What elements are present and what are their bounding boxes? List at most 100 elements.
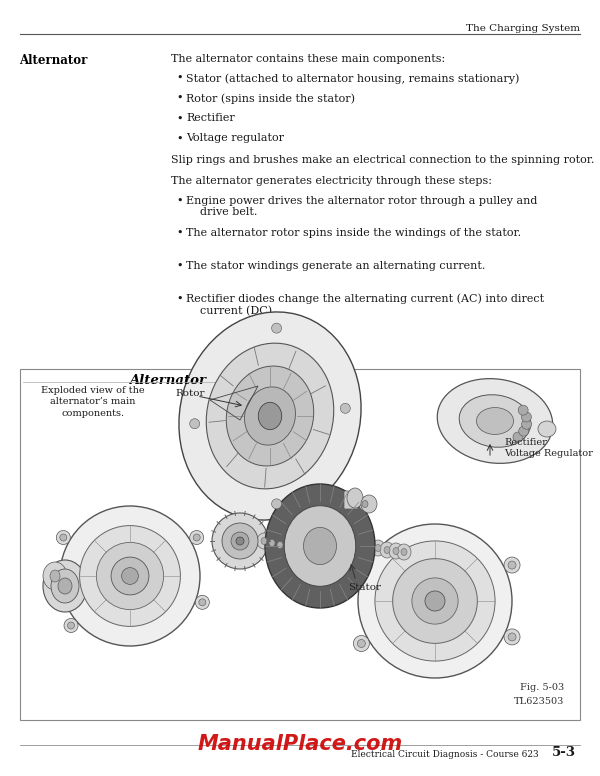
Ellipse shape — [412, 578, 458, 624]
Ellipse shape — [521, 412, 532, 422]
Ellipse shape — [269, 539, 275, 546]
Ellipse shape — [277, 542, 283, 549]
Text: •: • — [177, 196, 183, 206]
Ellipse shape — [68, 622, 74, 629]
Text: •: • — [177, 73, 183, 83]
Ellipse shape — [282, 539, 296, 555]
Ellipse shape — [521, 419, 532, 429]
Ellipse shape — [43, 562, 67, 590]
Ellipse shape — [272, 323, 281, 333]
Ellipse shape — [508, 561, 516, 569]
Text: Alternator: Alternator — [19, 54, 87, 68]
Ellipse shape — [259, 402, 282, 430]
Ellipse shape — [222, 523, 258, 559]
Ellipse shape — [273, 537, 287, 553]
Ellipse shape — [43, 560, 87, 612]
Ellipse shape — [350, 557, 366, 573]
Text: •: • — [177, 293, 183, 303]
Ellipse shape — [97, 542, 164, 610]
Ellipse shape — [401, 549, 407, 556]
Ellipse shape — [272, 499, 281, 509]
Ellipse shape — [206, 343, 334, 489]
Ellipse shape — [122, 567, 139, 584]
Text: •: • — [177, 133, 183, 144]
Text: ManualPlace.com: ManualPlace.com — [198, 734, 403, 754]
Ellipse shape — [111, 557, 149, 595]
Text: Fig. 5-03: Fig. 5-03 — [520, 683, 564, 692]
Ellipse shape — [375, 541, 495, 661]
Ellipse shape — [199, 599, 206, 606]
Ellipse shape — [393, 548, 399, 555]
Ellipse shape — [362, 501, 368, 508]
Text: Stator (attached to alternator housing, remains stationary): Stator (attached to alternator housing, … — [186, 73, 520, 84]
Text: Rotor (spins inside the stator): Rotor (spins inside the stator) — [186, 93, 355, 104]
Ellipse shape — [513, 432, 523, 442]
Ellipse shape — [80, 525, 181, 626]
Ellipse shape — [518, 426, 529, 436]
Text: 5-3: 5-3 — [552, 746, 576, 759]
Ellipse shape — [60, 534, 67, 541]
Text: Rotor: Rotor — [176, 389, 205, 397]
Ellipse shape — [257, 533, 271, 549]
Ellipse shape — [384, 546, 390, 553]
Ellipse shape — [196, 595, 209, 609]
Ellipse shape — [340, 404, 350, 414]
Ellipse shape — [392, 559, 478, 643]
Text: Exploded view of the
alternator’s main
components.: Exploded view of the alternator’s main c… — [41, 386, 145, 418]
Ellipse shape — [358, 524, 512, 678]
Ellipse shape — [291, 540, 305, 556]
Ellipse shape — [284, 506, 356, 587]
Text: TL623503: TL623503 — [514, 697, 564, 706]
Text: Electrical Circuit Diagnosis - Course 623: Electrical Circuit Diagnosis - Course 62… — [351, 750, 539, 759]
Text: •: • — [177, 261, 183, 271]
Text: The alternator generates electricity through these steps:: The alternator generates electricity thr… — [171, 176, 492, 186]
Ellipse shape — [375, 545, 381, 552]
Text: Stator: Stator — [348, 583, 381, 592]
Ellipse shape — [261, 538, 267, 545]
Ellipse shape — [265, 484, 375, 608]
Ellipse shape — [190, 531, 203, 545]
Ellipse shape — [236, 537, 244, 545]
Ellipse shape — [380, 542, 394, 558]
Text: Voltage regulator: Voltage regulator — [186, 133, 284, 144]
Ellipse shape — [347, 488, 363, 508]
Ellipse shape — [226, 366, 314, 466]
Ellipse shape — [265, 535, 279, 551]
FancyBboxPatch shape — [344, 491, 358, 509]
Ellipse shape — [304, 528, 337, 565]
Ellipse shape — [425, 591, 445, 611]
Text: Alternator: Alternator — [130, 374, 206, 387]
Ellipse shape — [244, 387, 296, 445]
Ellipse shape — [538, 421, 556, 437]
Ellipse shape — [476, 407, 514, 435]
Ellipse shape — [179, 312, 361, 520]
Polygon shape — [20, 369, 580, 720]
Ellipse shape — [371, 540, 385, 556]
Ellipse shape — [231, 532, 249, 550]
Ellipse shape — [504, 629, 520, 645]
Text: Engine power drives the alternator rotor through a pulley and
    drive belt.: Engine power drives the alternator rotor… — [186, 196, 538, 217]
Text: The alternator contains these main components:: The alternator contains these main compo… — [171, 54, 445, 64]
Ellipse shape — [354, 561, 362, 569]
Ellipse shape — [353, 636, 370, 652]
Ellipse shape — [459, 395, 531, 447]
Ellipse shape — [437, 379, 553, 463]
Ellipse shape — [361, 495, 377, 513]
Text: Rectifier diodes change the alternating current (AC) into direct
    current (DC: Rectifier diodes change the alternating … — [186, 293, 544, 316]
Ellipse shape — [56, 531, 70, 545]
Text: •: • — [177, 93, 183, 103]
Ellipse shape — [193, 534, 200, 541]
Text: •: • — [177, 228, 183, 238]
Text: The Charging System: The Charging System — [466, 23, 580, 33]
Text: Rectifier: Rectifier — [186, 113, 235, 123]
Ellipse shape — [508, 633, 516, 641]
Ellipse shape — [50, 570, 60, 582]
Ellipse shape — [358, 639, 365, 647]
Ellipse shape — [190, 419, 200, 428]
Ellipse shape — [60, 506, 200, 646]
Ellipse shape — [359, 497, 371, 511]
Ellipse shape — [295, 545, 301, 552]
Ellipse shape — [212, 513, 268, 569]
Ellipse shape — [504, 557, 520, 573]
Text: Rectifier
Voltage Regulator: Rectifier Voltage Regulator — [504, 438, 593, 458]
